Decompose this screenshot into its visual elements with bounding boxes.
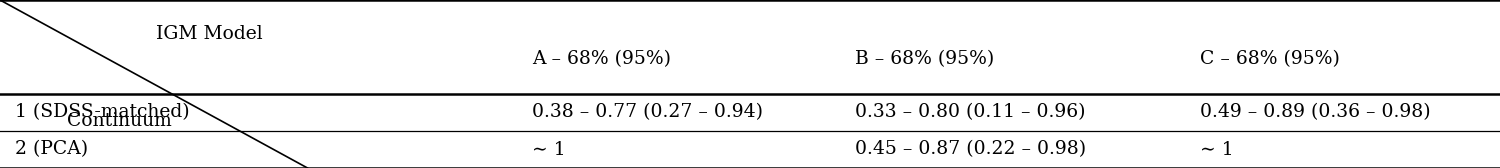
- Text: 0.33 – 0.80 (0.11 – 0.96): 0.33 – 0.80 (0.11 – 0.96): [855, 103, 1086, 122]
- Text: ∼ 1: ∼ 1: [532, 140, 566, 159]
- Text: ∼ 1: ∼ 1: [1200, 140, 1233, 159]
- Text: Continuum: Continuum: [68, 112, 172, 130]
- Text: 0.38 – 0.77 (0.27 – 0.94): 0.38 – 0.77 (0.27 – 0.94): [532, 103, 764, 122]
- Text: 0.49 – 0.89 (0.36 – 0.98): 0.49 – 0.89 (0.36 – 0.98): [1200, 103, 1431, 122]
- Text: IGM Model: IGM Model: [156, 25, 262, 43]
- Text: 2 (PCA): 2 (PCA): [15, 140, 88, 159]
- Text: 0.45 – 0.87 (0.22 – 0.98): 0.45 – 0.87 (0.22 – 0.98): [855, 140, 1086, 159]
- Text: B – 68% (95%): B – 68% (95%): [855, 50, 994, 68]
- Text: 1 (SDSS-matched): 1 (SDSS-matched): [15, 103, 189, 122]
- Text: A – 68% (95%): A – 68% (95%): [532, 50, 672, 68]
- Text: C – 68% (95%): C – 68% (95%): [1200, 50, 1340, 68]
